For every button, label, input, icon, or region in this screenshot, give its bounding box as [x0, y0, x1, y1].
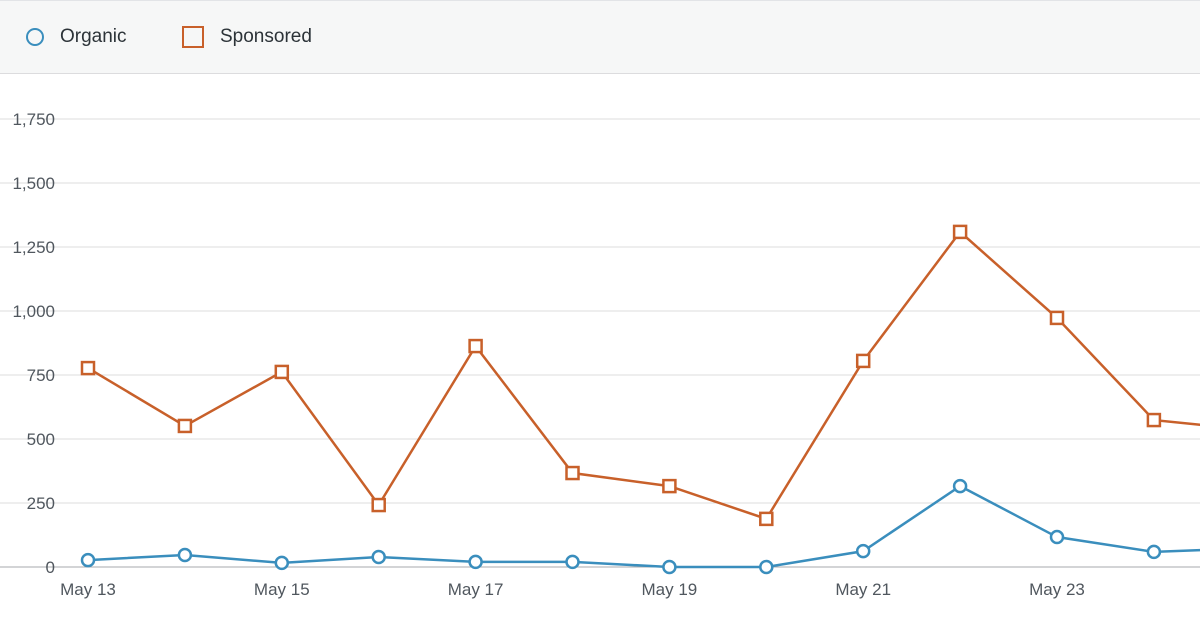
data-point-sponsored [565, 465, 580, 481]
data-point-organic [855, 543, 871, 559]
data-point-sponsored [80, 360, 96, 376]
circle-marker-icon [26, 28, 44, 46]
data-point-sponsored [759, 511, 774, 527]
x-tick-label: May 17 [448, 580, 504, 599]
data-point-sponsored [952, 224, 968, 240]
legend-label: Sponsored [220, 26, 312, 47]
x-tick-label: May 21 [835, 580, 891, 599]
data-point-sponsored [855, 353, 871, 369]
y-tick-label: 750 [27, 366, 55, 385]
data-point-organic [1049, 529, 1065, 545]
legend-label: Organic [60, 26, 127, 47]
data-point-sponsored [177, 418, 193, 434]
y-tick-label: 0 [46, 558, 55, 577]
data-point-organic [759, 559, 774, 575]
data-point-sponsored [662, 478, 677, 494]
y-tick-label: 1,750 [12, 110, 55, 129]
x-tick-label: May 15 [254, 580, 310, 599]
data-point-organic [177, 547, 193, 563]
data-point-sponsored [468, 338, 483, 354]
data-point-organic [468, 554, 483, 570]
data-point-organic [662, 559, 677, 575]
legend-item-organic[interactable]: Organic [26, 26, 127, 48]
x-tick-label: May 13 [60, 580, 116, 599]
data-point-organic [274, 555, 290, 571]
data-point-sponsored [1146, 412, 1162, 428]
y-tick-label: 250 [27, 494, 55, 513]
data-point-organic [371, 549, 386, 565]
y-tick-label: 1,250 [12, 238, 55, 257]
x-tick-label: May 19 [642, 580, 698, 599]
data-point-organic [952, 478, 968, 494]
chart-legend: Organic Sponsored [0, 0, 1200, 74]
legend-item-sponsored[interactable]: Sponsored [182, 26, 312, 48]
data-point-organic [565, 554, 580, 570]
square-marker-icon [182, 26, 204, 48]
y-tick-label: 1,500 [12, 174, 55, 193]
y-tick-label: 1,000 [12, 302, 55, 321]
x-tick-label: May 23 [1029, 580, 1085, 599]
series-line-organic [87, 484, 1200, 569]
data-point-sponsored [1049, 310, 1065, 326]
data-point-sponsored [371, 497, 386, 513]
data-point-organic [80, 552, 96, 568]
y-tick-label: 500 [27, 430, 55, 449]
data-point-organic [1146, 544, 1162, 560]
data-point-sponsored [274, 364, 290, 380]
